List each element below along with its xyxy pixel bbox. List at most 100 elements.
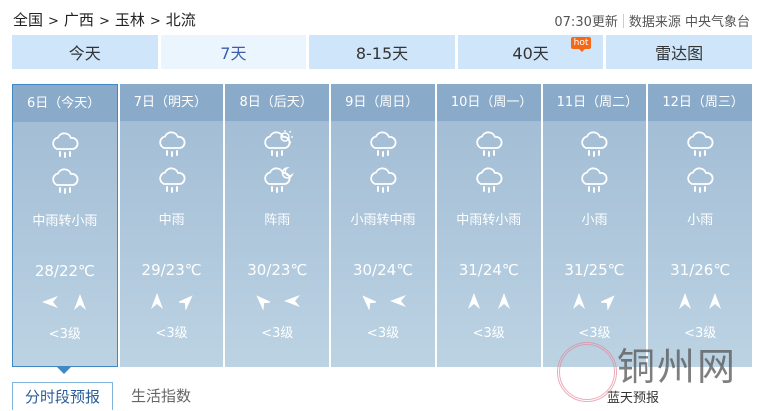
rain-icon: [581, 131, 608, 157]
tab-label: 7天: [220, 44, 247, 63]
breadcrumb: 全国 > 广西 > 玉林 > 北流: [13, 9, 196, 30]
wind-direction-icon: [573, 293, 586, 309]
wind-directions: [543, 292, 647, 310]
weather-desc: 小雨: [581, 213, 608, 228]
tab-hourly-forecast[interactable]: 分时段预报: [12, 382, 114, 410]
daily-forecast: 6日（今天） 中雨转小雨 28/22℃ <3级 7日（明天） 中雨 29/23℃…: [12, 84, 753, 374]
sub-tabs: 分时段预报 生活指数: [12, 382, 203, 410]
wind-directions: [13, 293, 117, 311]
wind-level: <3级: [578, 326, 611, 341]
weather-desc: 中雨: [158, 213, 185, 228]
weather-desc: 中雨转小雨: [456, 213, 522, 228]
tab-radar[interactable]: 雷达图: [606, 35, 752, 69]
wind-level: <3级: [366, 326, 400, 341]
day-date: 9日（周日）: [331, 84, 435, 121]
tab-blue-sky-forecast[interactable]: 蓝天预报: [607, 391, 660, 406]
day-card[interactable]: 8日（后天） 阵雨 30/23℃ <3级: [225, 84, 330, 367]
wind-direction-icon: [601, 295, 616, 310]
day-card[interactable]: 12日（周三） 小雨 31/26℃ <3级: [648, 84, 753, 367]
wind-level: <3级: [155, 326, 188, 341]
wind-direction-icon: [178, 295, 193, 310]
rain-icon: [475, 167, 503, 193]
shower-night-icon: [264, 167, 295, 193]
wind-directions: [120, 292, 224, 310]
wind-level: <3级: [261, 326, 294, 341]
wind-direction-icon: [709, 293, 722, 309]
wind-level: <3级: [472, 326, 505, 341]
tab-7days[interactable]: 7天: [160, 35, 307, 69]
rain-icon: [370, 131, 397, 157]
wind-direction-icon: [362, 295, 377, 310]
day-date: 10日（周一）: [436, 84, 541, 121]
rain-icon: [370, 167, 397, 193]
wind-direction-icon: [150, 293, 163, 309]
temperature: 28/22℃: [34, 262, 95, 280]
wind-level: <3级: [684, 326, 717, 341]
wind-direction-icon: [390, 295, 407, 307]
wind-direction-icon: [284, 295, 301, 307]
active-pointer: [57, 367, 71, 374]
day-card[interactable]: 6日（今天） 中雨转小雨 28/22℃ <3级: [12, 84, 118, 374]
divider: [622, 14, 624, 28]
breadcrumb-sep: >: [98, 14, 110, 29]
rain-icon: [158, 131, 186, 157]
temperature: 31/26℃: [670, 261, 731, 279]
weather-desc: 小雨: [687, 213, 714, 228]
breadcrumb-all[interactable]: 全国: [13, 11, 44, 29]
day-card[interactable]: 9日（周日） 小雨转中雨 30/24℃ <3级: [331, 84, 435, 367]
rain-icon: [158, 167, 186, 193]
rain-icon: [687, 167, 714, 193]
breadcrumb-province[interactable]: 广西: [63, 11, 94, 29]
day-date: 12日（周三）: [648, 84, 753, 121]
wind-direction-icon: [679, 293, 692, 309]
temperature: 29/23℃: [141, 261, 202, 279]
wind-direction-icon: [73, 294, 86, 310]
day-date: 8日（后天）: [225, 84, 330, 121]
tab-label: 40天: [512, 44, 549, 63]
update-time: 07:30更新: [554, 15, 618, 30]
tab-8-15days[interactable]: 8-15天: [309, 35, 455, 69]
wind-directions: [437, 292, 541, 310]
wind-directions: [648, 292, 752, 310]
weather-desc: 阵雨: [264, 213, 291, 228]
weather-desc: 中雨转小雨: [32, 214, 98, 229]
data-source: 数据来源 中央气象台: [628, 15, 750, 30]
wind-direction-icon: [497, 293, 510, 309]
breadcrumb-sep: >: [48, 14, 59, 29]
tab-today[interactable]: 今天: [12, 35, 158, 69]
temperature: 31/25℃: [564, 261, 625, 279]
rain-icon: [581, 167, 608, 193]
wind-directions: [225, 292, 329, 310]
rain-icon: [687, 131, 714, 157]
wind-direction-icon: [467, 293, 480, 309]
rain-icon: [52, 168, 79, 194]
temperature: 30/24℃: [352, 261, 414, 279]
rain-icon: [475, 131, 503, 157]
weather-desc: 小雨转中雨: [350, 213, 416, 228]
wind-level: <3级: [48, 327, 81, 342]
tab-label: 今天: [68, 44, 101, 63]
update-info: 07:30更新 数据来源 中央气象台: [554, 11, 750, 30]
day-date: 6日（今天）: [13, 85, 117, 122]
wind-direction-icon: [41, 296, 58, 308]
day-card[interactable]: 7日（明天） 中雨 29/23℃ <3级: [119, 84, 224, 367]
breadcrumb-city[interactable]: 玉林: [114, 11, 145, 29]
forecast-tabs: 今天 7天 8-15天 40天 hot 雷达图: [12, 35, 752, 69]
day-card[interactable]: 11日（周二） 小雨 31/25℃ <3级: [542, 84, 647, 367]
wind-directions: [331, 292, 435, 310]
breadcrumb-county: 北流: [165, 11, 196, 29]
day-card[interactable]: 10日（周一） 中雨转小雨 31/24℃ <3级: [436, 84, 541, 367]
breadcrumb-sep: >: [149, 14, 161, 29]
shower-day-icon: [264, 130, 294, 157]
rain-icon: [52, 132, 79, 158]
tab-label: 8-15天: [355, 44, 409, 63]
wind-direction-icon: [256, 295, 271, 310]
temperature: 30/23℃: [247, 261, 308, 279]
temperature: 31/24℃: [458, 261, 519, 279]
tab-life-index[interactable]: 生活指数: [131, 387, 192, 405]
day-date: 7日（明天）: [119, 84, 224, 121]
tab-label: 雷达图: [655, 44, 704, 63]
day-date: 11日（周二）: [542, 84, 647, 121]
hot-badge: hot: [570, 37, 592, 52]
tab-40days[interactable]: 40天 hot: [457, 35, 604, 69]
